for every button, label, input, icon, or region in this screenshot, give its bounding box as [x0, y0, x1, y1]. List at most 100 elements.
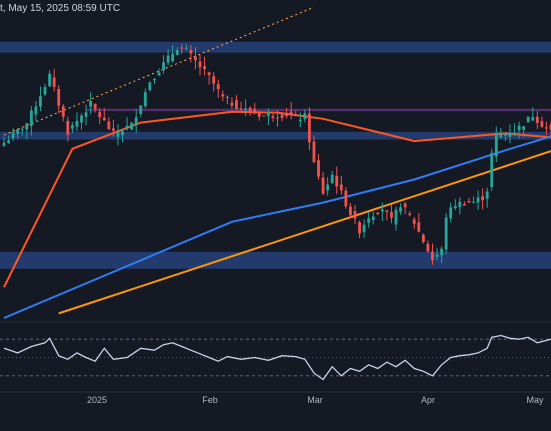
candle — [435, 248, 439, 261]
candle — [403, 202, 407, 215]
candle-body — [426, 243, 430, 252]
candle-body — [371, 216, 375, 220]
zones-layer — [0, 41, 551, 269]
candle — [344, 187, 348, 209]
candle — [535, 111, 539, 129]
candle — [545, 121, 548, 135]
candle — [39, 86, 42, 112]
candle-body — [248, 107, 252, 113]
candle-body — [39, 96, 42, 107]
candle-body — [285, 112, 289, 117]
candle — [549, 121, 551, 139]
candle-body — [280, 114, 284, 118]
candle — [162, 54, 165, 74]
candle-body — [107, 121, 111, 130]
candle — [116, 124, 120, 146]
candle — [175, 47, 179, 56]
candle-body — [339, 184, 343, 191]
candle-body — [198, 61, 202, 68]
candle — [102, 108, 106, 121]
candle-body — [390, 212, 393, 218]
candle-body — [221, 94, 225, 97]
candle-body — [52, 77, 56, 87]
candle-body — [526, 116, 530, 123]
candle — [303, 109, 307, 123]
candle-body — [380, 209, 384, 212]
candle — [326, 177, 330, 196]
candle-body — [435, 254, 439, 257]
candle-body — [266, 113, 270, 116]
candle-body — [34, 106, 38, 115]
candle-body — [335, 175, 339, 187]
x-axis-layer: 2025 Feb Mar Apr May — [0, 391, 551, 405]
candle-body — [485, 191, 489, 199]
candle-body — [203, 66, 206, 70]
candle — [166, 49, 170, 66]
candle — [134, 108, 138, 134]
candle — [494, 126, 498, 163]
x-tick-label: Mar — [307, 395, 323, 405]
candle — [148, 81, 152, 92]
candle — [89, 92, 93, 115]
candle-body — [98, 112, 102, 118]
candle-body — [48, 73, 51, 87]
candle-body — [531, 117, 535, 121]
candle — [221, 90, 225, 102]
candle — [29, 106, 33, 136]
candle — [499, 127, 503, 139]
candle — [349, 202, 352, 219]
x-tick-label: May — [526, 395, 544, 405]
candle — [335, 166, 339, 195]
candle — [125, 117, 129, 131]
candle — [180, 43, 184, 54]
candle-body — [171, 53, 175, 62]
candle-body — [298, 119, 302, 122]
candle — [412, 216, 416, 229]
price-zone-3 — [0, 251, 551, 269]
candle-body — [367, 218, 371, 223]
candle — [107, 117, 111, 131]
candle — [431, 243, 434, 265]
candle — [111, 119, 115, 137]
candle — [244, 99, 248, 117]
candle — [421, 233, 425, 244]
candle-body — [362, 224, 366, 233]
candle — [143, 88, 147, 109]
candle-body — [504, 133, 507, 136]
candle — [517, 121, 521, 139]
x-tick-label: Feb — [202, 395, 218, 405]
trendline-support — [58, 150, 551, 315]
candle — [367, 211, 371, 228]
candle — [458, 197, 462, 215]
candle-body — [70, 125, 74, 129]
chart-header-text: t, May 15, 2025 08:59 UTC — [0, 3, 121, 14]
candle-body — [376, 212, 380, 215]
candle-body — [175, 50, 179, 56]
candle — [399, 203, 402, 215]
candle — [312, 135, 316, 164]
candle — [34, 100, 38, 122]
candle — [444, 213, 448, 255]
price-zone-0 — [0, 41, 551, 53]
candle-body — [549, 124, 551, 130]
candle — [485, 187, 489, 208]
candle — [203, 56, 206, 76]
candle-body — [139, 105, 143, 115]
candle-body — [289, 111, 293, 116]
candle — [453, 199, 457, 210]
candle — [371, 211, 375, 225]
candles-layer — [2, 43, 551, 265]
candle — [380, 202, 384, 221]
candle — [198, 54, 202, 76]
candle-body — [43, 87, 47, 95]
candle-body — [385, 210, 389, 212]
candle — [98, 108, 102, 124]
candle — [426, 240, 430, 253]
candle-body — [257, 113, 261, 117]
candle — [11, 128, 15, 141]
candle — [212, 72, 216, 92]
candle-body — [312, 141, 316, 162]
trendline-dotted — [3, 6, 315, 136]
